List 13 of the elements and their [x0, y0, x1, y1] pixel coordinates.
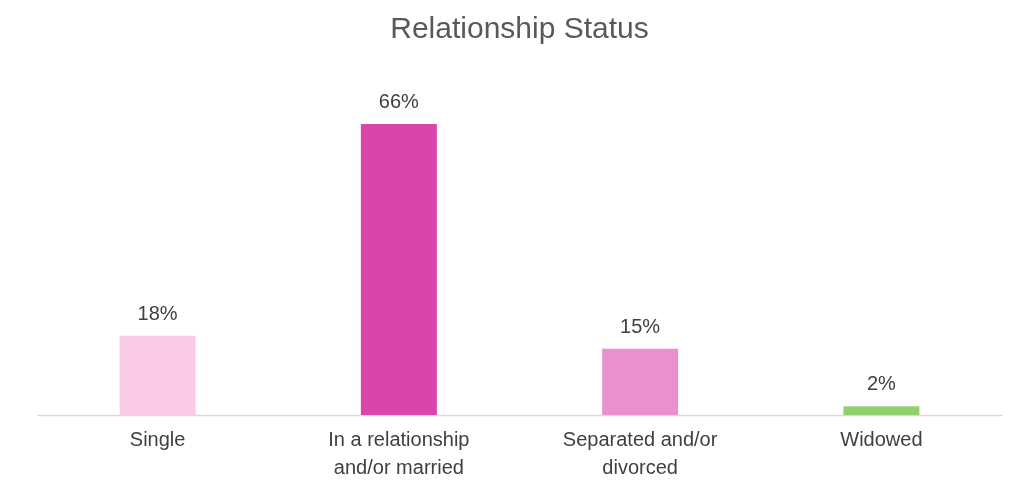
data-label: 2% — [866, 372, 897, 395]
bar — [360, 124, 437, 415]
data-label: 15% — [620, 314, 661, 337]
x-tick-label: Single — [129, 427, 186, 450]
bar — [602, 348, 679, 415]
data-label: 18% — [137, 301, 178, 324]
data-label: 66% — [378, 90, 420, 112]
x-tick-label: Separated and/or divorced — [562, 427, 718, 478]
x-tick-label: In a relationship and/or married — [328, 427, 470, 478]
x-tick-label: Widowed — [840, 427, 923, 450]
bar — [843, 406, 920, 415]
chart-title: Relationship Status — [390, 11, 649, 44]
bar — [119, 335, 196, 415]
